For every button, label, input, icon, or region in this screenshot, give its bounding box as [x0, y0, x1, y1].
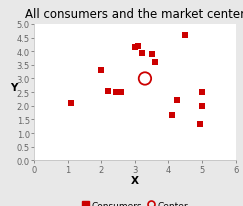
Point: [133, 46, 137, 49]
Point: [120, 91, 123, 94]
Point: [183, 34, 187, 37]
Point: [200, 91, 204, 94]
Point: [136, 45, 140, 48]
Point: [200, 105, 204, 108]
Point: [153, 61, 157, 64]
Point: [150, 53, 154, 56]
Point: [114, 91, 118, 94]
Legend: Consumers, Center: Consumers, Center: [78, 197, 192, 206]
Point: [69, 102, 73, 105]
Point: [106, 90, 110, 93]
X-axis label: X: X: [131, 175, 139, 185]
Point: [143, 77, 147, 81]
Title: All consumers and the market center: All consumers and the market center: [25, 8, 243, 21]
Point: [175, 99, 179, 103]
Point: [140, 52, 144, 55]
Point: [99, 69, 103, 73]
Point: [199, 122, 202, 126]
Point: [170, 114, 174, 117]
Y-axis label: Y: Y: [10, 83, 17, 93]
